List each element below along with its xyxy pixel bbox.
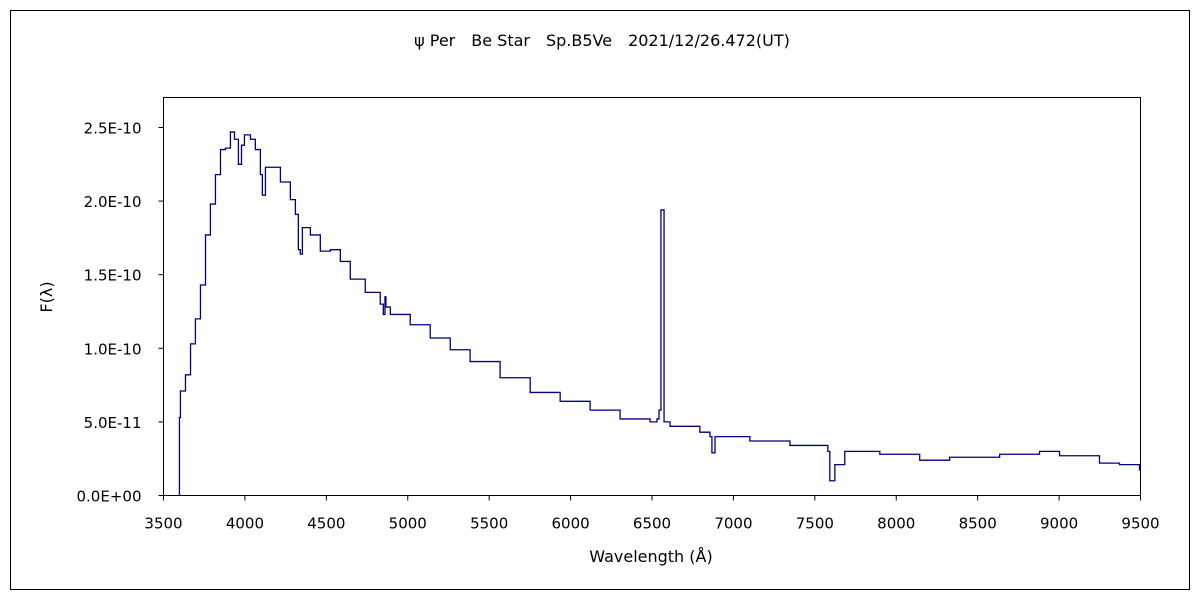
x-tick-label: 9500 <box>1121 515 1159 533</box>
y-tick-label: 1.0E-10 <box>84 340 142 358</box>
y-tick-label: 5.0E-11 <box>84 414 142 432</box>
y-tick-label: 2.0E-10 <box>84 193 142 211</box>
x-tick-label: 3500 <box>144 515 182 533</box>
x-tick-label: 7500 <box>796 515 834 533</box>
y-tick-label: 2.5E-10 <box>84 120 142 138</box>
x-tick-label: 8500 <box>959 515 997 533</box>
x-tick-label: 8000 <box>877 515 915 533</box>
y-tick-label: 1.5E-10 <box>84 267 142 285</box>
chart-title: ψ Per Be Star Sp.B5Ve 2021/12/26.472(UT) <box>414 31 790 50</box>
plot-area <box>163 97 1141 496</box>
x-tick-label: 7000 <box>714 515 752 533</box>
x-tick-label: 4000 <box>226 515 264 533</box>
x-tick-label: 5500 <box>470 515 508 533</box>
x-tick-label: 6000 <box>551 515 589 533</box>
x-tick-label: 9000 <box>1040 515 1078 533</box>
x-tick-label: 4500 <box>307 515 345 533</box>
x-tick-label: 5000 <box>389 515 427 533</box>
y-axis-label: F(λ) <box>37 281 56 312</box>
chart-border <box>10 10 1190 590</box>
spectrum-line <box>178 131 1141 496</box>
y-tick-label: 0.0E+00 <box>77 488 142 506</box>
x-axis-label: Wavelength (Å) <box>589 547 712 566</box>
x-tick-label: 6500 <box>633 515 671 533</box>
